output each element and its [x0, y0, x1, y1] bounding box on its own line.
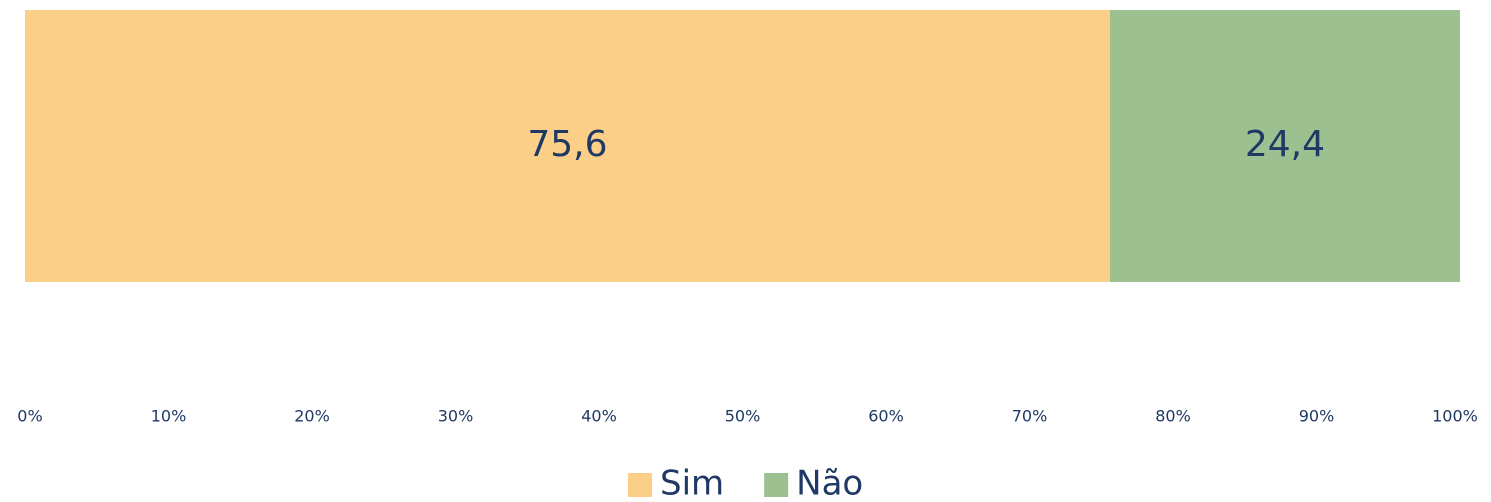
- legend-swatch: [628, 473, 652, 497]
- x-tick-label: 50%: [725, 407, 761, 426]
- x-tick-label: 20%: [294, 407, 330, 426]
- value-label: 75,6: [527, 124, 607, 165]
- x-tick-label: 70%: [1012, 407, 1048, 426]
- x-tick-label: 80%: [1155, 407, 1191, 426]
- legend-swatch: [764, 473, 789, 497]
- x-tick-label: 60%: [868, 407, 904, 426]
- value-label: 24,4: [1245, 124, 1325, 165]
- x-tick-label: 10%: [151, 407, 187, 426]
- legend-label: Sim: [660, 464, 724, 502]
- x-tick-label: 100%: [1432, 407, 1478, 426]
- x-tick-label: 30%: [438, 407, 474, 426]
- bar-segment: [25, 10, 1110, 282]
- bar-segment: [1109, 10, 1460, 282]
- x-tick-label: 90%: [1299, 407, 1335, 426]
- x-tick-label: 40%: [581, 407, 617, 426]
- legend-label: Não: [796, 464, 863, 502]
- x-tick-label: 0%: [17, 407, 42, 426]
